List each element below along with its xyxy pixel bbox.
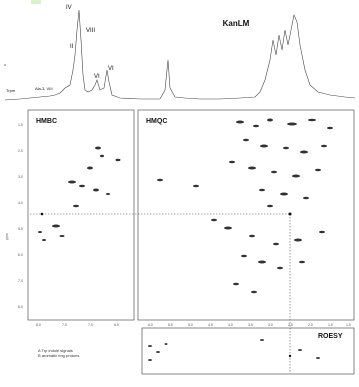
peak-label-iv: IV: [66, 5, 72, 11]
figure-legend: A Trp indole signals B aromatic ring pro…: [38, 348, 79, 358]
hmqc-x-ticks: 6.0 5.5 5.0 4.5 4.0 3.5 3.0 2.5 2.0 1.5 …: [148, 323, 351, 327]
svg-text:2.0: 2.0: [308, 323, 313, 327]
hmbc-x-ticks: 8.0 7.5 7.0 6.5: [36, 323, 119, 327]
peak-label-ii: II: [70, 44, 74, 50]
svg-text:5.0: 5.0: [18, 227, 23, 231]
peak-label-viii: VIII: [86, 28, 95, 34]
left-axis-mark: °: [4, 64, 6, 70]
peak-label-vi-b: VI: [108, 66, 114, 72]
roesy-panel-frame: [141, 327, 355, 375]
svg-text:1.5: 1.5: [328, 323, 333, 327]
svg-text:7.0: 7.0: [18, 279, 23, 283]
hmqc-panel-title: HMQC: [146, 118, 167, 125]
svg-text:7.0: 7.0: [88, 323, 93, 327]
legend-line-b: B aromatic ring protons: [38, 353, 80, 358]
figure-title: KanLM: [223, 19, 250, 28]
roesy-crosspeaks: [148, 339, 320, 361]
roesy-panel-title: ROESY: [318, 333, 343, 340]
crosshair-point-left: [40, 212, 44, 216]
hmbc-crosspeaks: [38, 146, 121, 241]
svg-text:5.5: 5.5: [168, 323, 173, 327]
svg-text:6.0: 6.0: [18, 253, 23, 257]
crosshair-point: [288, 212, 292, 216]
hmbc-panel-title: HMBC: [36, 118, 57, 125]
hmqc-panel-frame: [137, 109, 355, 321]
svg-text:3.5: 3.5: [248, 323, 253, 327]
svg-text:3.0: 3.0: [268, 323, 273, 327]
left-axis-label: ppm: [5, 233, 9, 240]
left-y-ticks: 1.0 2.0 3.0 4.0 5.0 6.0 7.0 8.0: [18, 123, 23, 309]
hmbc-panel-frame: [27, 109, 135, 321]
hmqc-crosspeaks: [157, 118, 333, 294]
svg-text:6.5: 6.5: [114, 323, 119, 327]
color-marker: [31, 0, 41, 4]
svg-text:3.0: 3.0: [18, 175, 23, 179]
svg-text:5.0: 5.0: [188, 323, 193, 327]
svg-text:1.0: 1.0: [346, 323, 351, 327]
svg-text:2.5: 2.5: [288, 323, 293, 327]
svg-text:8.0: 8.0: [18, 305, 23, 309]
svg-text:2.0: 2.0: [18, 149, 23, 153]
peak-label-ala: Ala-3, VIII: [35, 86, 53, 91]
svg-text:6.0: 6.0: [148, 323, 153, 327]
peak-label-vi-a: VI: [94, 74, 100, 80]
roesy-crosspeak-point: [288, 354, 292, 358]
svg-text:1.0: 1.0: [18, 123, 23, 127]
svg-text:4.5: 4.5: [208, 323, 213, 327]
svg-text:8.0: 8.0: [36, 323, 41, 327]
legend-line-a: A Trp indole signals: [38, 348, 73, 353]
svg-text:4.0: 4.0: [228, 323, 233, 327]
peak-label-trpm: Trpm: [6, 88, 16, 93]
proton-spectrum-trace: [4, 9, 356, 101]
svg-text:7.5: 7.5: [62, 323, 67, 327]
svg-text:4.0: 4.0: [18, 201, 23, 205]
